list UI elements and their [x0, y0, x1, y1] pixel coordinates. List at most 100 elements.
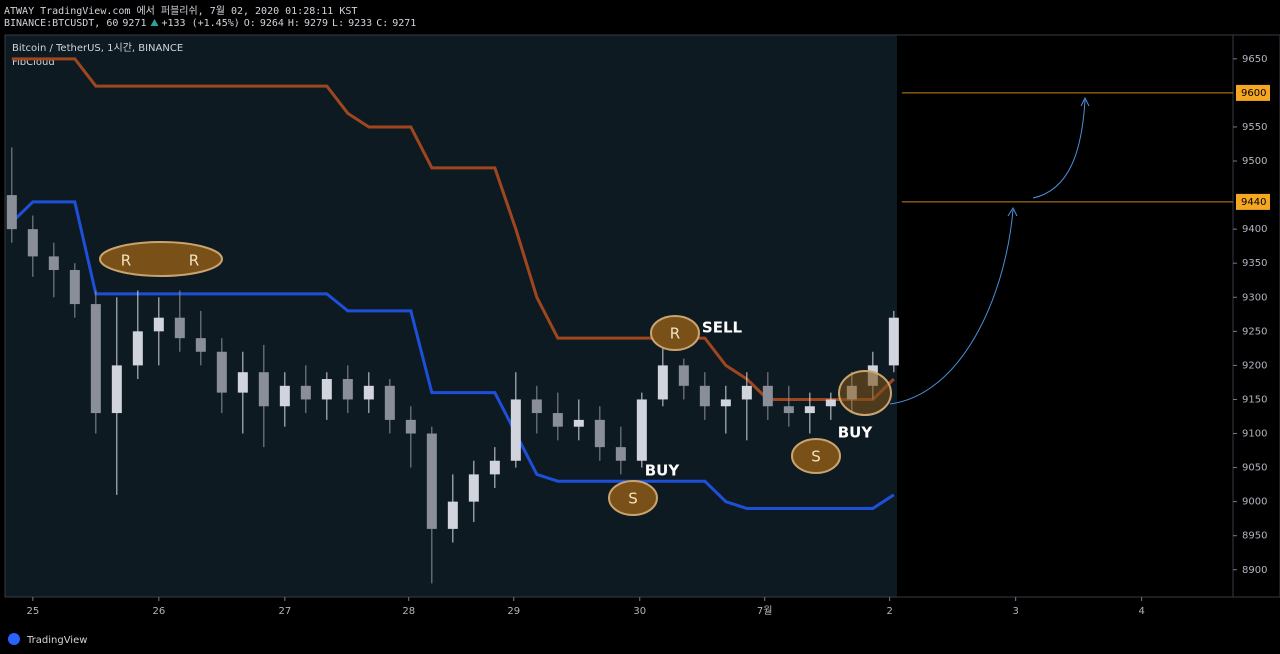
x-tick-label: 30: [633, 606, 646, 617]
arrow-head: [1007, 206, 1018, 217]
x-tick-label: 4: [1138, 606, 1144, 617]
level-tag: [1236, 84, 1270, 101]
header-field: BINANCE:BTCUSDT, 60: [4, 18, 118, 29]
header-field: C:: [376, 18, 388, 29]
candle-body: [573, 419, 584, 427]
candle-body: [762, 385, 773, 407]
candle-body: [825, 399, 836, 407]
candle-body: [111, 365, 122, 414]
candle-body: [132, 331, 143, 366]
candle-body: [489, 460, 500, 475]
y-tick-label: 9100: [1242, 429, 1267, 440]
candle-body: [342, 379, 353, 400]
candle-body: [237, 372, 248, 393]
candle-body: [384, 385, 395, 420]
pane-border: [4, 34, 1280, 598]
candle-body: [636, 399, 647, 461]
y-tick-label: 9050: [1242, 463, 1267, 474]
arrow-head: [1080, 96, 1090, 107]
legend-indicator: FibCloud: [12, 57, 55, 68]
level-label: 9440: [1241, 197, 1266, 208]
annotation: SELL: [702, 319, 743, 337]
fib-line: [10, 200, 895, 510]
header-field: 9279: [304, 18, 328, 29]
symbol-line: BINANCE:BTCUSDT, 60 9271 +133 (+1.45%) O: 92…: [4, 18, 416, 29]
y-tick-label: 9350: [1242, 258, 1267, 269]
candle-body: [552, 413, 563, 427]
candle-body: [153, 317, 164, 332]
header-field: +133 (+1.45%): [161, 18, 239, 29]
candle-body: [405, 419, 416, 434]
r-ellipse: [650, 315, 700, 351]
candle-body: [216, 351, 227, 393]
y-tick-label: 9250: [1242, 326, 1267, 337]
header-field: 9271: [392, 18, 416, 29]
candle-body: [447, 501, 458, 529]
candle-body: [69, 270, 80, 305]
y-tick-label: 9650: [1242, 54, 1267, 65]
s-ellipse: [608, 480, 658, 516]
header-field: 9264: [260, 18, 284, 29]
candle-body: [363, 385, 374, 400]
candle-body: [27, 229, 38, 257]
y-tick-label: 9150: [1242, 394, 1267, 405]
candle-body: [426, 433, 437, 529]
annotation: R: [121, 252, 131, 270]
candle-body: [804, 406, 815, 414]
up-arrow: [150, 19, 159, 26]
candle-body: [195, 338, 206, 352]
header-field: 9233: [348, 18, 372, 29]
candle-body: [594, 419, 605, 448]
y-tick-label: 9500: [1242, 156, 1267, 167]
x-tick-label: 7월: [757, 605, 773, 617]
level-label: 9600: [1241, 88, 1266, 99]
candle-body: [699, 385, 710, 407]
y-tick-label: 8950: [1242, 531, 1267, 542]
x-tick-label: 28: [402, 606, 415, 617]
y-tick-label: 9300: [1242, 292, 1267, 303]
candle-body: [468, 474, 479, 502]
header-field: L:: [332, 18, 344, 29]
header-field: O:: [244, 18, 256, 29]
candle-body: [90, 304, 101, 414]
candle-body: [615, 447, 626, 461]
x-tick-label: 27: [278, 606, 291, 617]
annotation: S: [811, 448, 821, 466]
x-tick-label: 2: [886, 606, 892, 617]
footer-brand: TradingView: [26, 635, 87, 646]
candle-body: [174, 317, 185, 339]
x-tick-label: 25: [26, 606, 39, 617]
r-ellipse: [99, 241, 223, 277]
y-tick-label: 9550: [1242, 122, 1267, 133]
candle-body: [678, 365, 689, 386]
annotation: BUY: [645, 462, 681, 480]
x-tick-label: 29: [507, 606, 520, 617]
buy-ellipse: [838, 370, 892, 416]
candle-body: [741, 385, 752, 400]
header-field: H:: [288, 18, 300, 29]
candle-body: [783, 406, 794, 414]
x-tick-label: 3: [1012, 606, 1018, 617]
y-tick-label: 9400: [1242, 224, 1267, 235]
y-tick-label: 9000: [1242, 497, 1267, 508]
candle-body: [6, 195, 17, 230]
arrow: [889, 209, 1014, 405]
candle-body: [300, 385, 311, 400]
candle-body: [279, 385, 290, 407]
x-tick-label: 26: [152, 606, 165, 617]
legend-title: Bitcoin / TetherUS, 1시간, BINANCE: [12, 42, 183, 54]
y-tick-label: 8900: [1242, 565, 1267, 576]
annotation: R: [670, 325, 680, 343]
y-tick-label: 9200: [1242, 360, 1267, 371]
published: ATWAY TradingView.com 에서 퍼블리쉬, 7월 02, 20…: [4, 5, 357, 17]
arrow: [1032, 99, 1086, 199]
candle-body: [258, 372, 269, 407]
s-ellipse: [791, 438, 841, 474]
candle-body: [531, 399, 542, 414]
annotation: R: [189, 252, 199, 270]
candle-body: [48, 256, 59, 271]
candle-body: [888, 317, 899, 366]
candle-body: [720, 399, 731, 407]
plot: 8900 8950 9000 9050 9100 9150 9200 9250 9300 9350…: [6, 54, 1270, 617]
